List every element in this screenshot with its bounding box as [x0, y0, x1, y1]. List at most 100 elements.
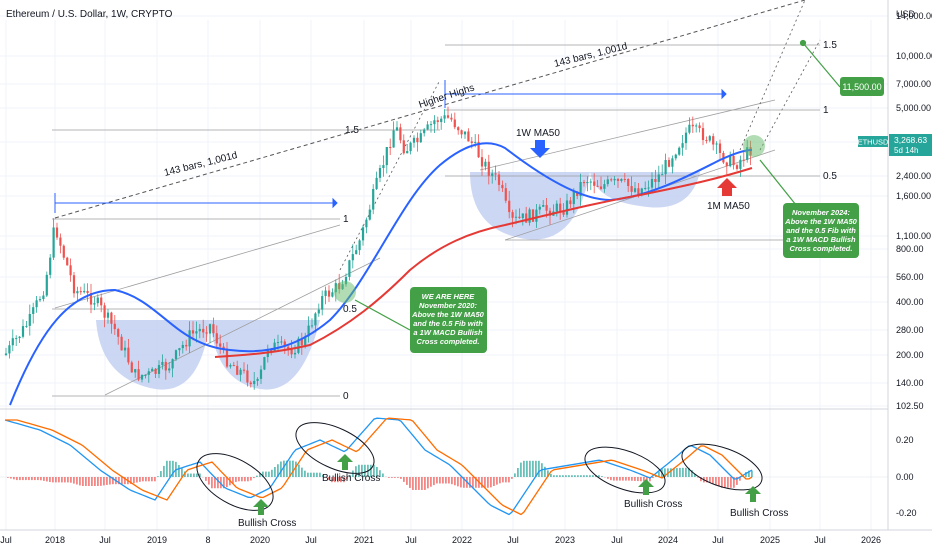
time-tick-label: Jul: [814, 535, 826, 545]
macd-bar: [652, 477, 654, 479]
candle-body: [276, 342, 280, 344]
macd-bar: [610, 477, 612, 481]
macd-bar: [181, 468, 183, 477]
candle-body: [406, 151, 409, 154]
candle-body: [460, 130, 463, 135]
time-tick-label: 2023: [555, 535, 575, 545]
macd-bar: [718, 477, 720, 487]
macd-bar: [208, 477, 210, 485]
macd-bar: [403, 477, 405, 482]
price-tick-label: 1,100.00: [896, 231, 931, 241]
macd-bar: [565, 475, 567, 477]
candle-body: [627, 179, 630, 187]
macd-bar: [457, 477, 459, 487]
macd-bar: [637, 477, 639, 482]
candle-body: [174, 350, 178, 360]
box-2020-line: WE ARE HERE: [422, 292, 476, 301]
macd-bar: [154, 477, 156, 482]
candle-body: [684, 132, 688, 144]
macd-bar: [739, 477, 741, 481]
macd-bar: [187, 473, 189, 477]
candle-body: [491, 173, 494, 176]
macd-bar: [481, 477, 483, 488]
callout-box-2024: November 2024: Above the 1W MA50 and the…: [783, 203, 859, 258]
macd-bar: [370, 464, 372, 477]
macd-bar: [88, 477, 90, 486]
candle-body: [11, 338, 14, 346]
macd-bar: [415, 477, 417, 490]
box-2020-line: and the 0.5 Fib with: [413, 319, 483, 328]
price-tick-label: 280.00: [896, 325, 924, 335]
macd-bar: [574, 475, 576, 477]
macd-bar: [70, 477, 72, 483]
macd-bar: [490, 477, 492, 488]
macd-bar: [508, 477, 510, 483]
candle-body: [8, 345, 11, 354]
candle-body: [219, 343, 222, 347]
candle-body: [297, 338, 300, 353]
macd-bar: [331, 477, 333, 483]
macd-bar: [439, 477, 441, 484]
time-tick-label: Jul: [507, 535, 519, 545]
macd-bar: [601, 476, 603, 477]
box-2020-line: Cross completed.: [417, 337, 480, 346]
candle-body: [426, 124, 429, 130]
candle-body: [436, 120, 439, 123]
macd-bar: [346, 477, 348, 480]
candle-body: [28, 313, 31, 326]
time-tick-label: 2019: [147, 535, 167, 545]
macd-bar: [106, 477, 108, 485]
bullish-cross-label: Bullish Cross: [322, 473, 380, 484]
candle-body: [263, 357, 266, 370]
macd-bar: [379, 470, 381, 477]
candle-body: [79, 291, 82, 293]
bullish-cross-label: Bullish Cross: [730, 508, 788, 519]
macd-bar: [745, 472, 747, 477]
macd-bar: [139, 477, 141, 482]
price-tick-label: 10,000.00: [896, 51, 932, 61]
macd-bar: [79, 477, 81, 486]
price-axis[interactable]: [888, 0, 932, 550]
macd-bar: [622, 477, 624, 481]
macd-bar: [223, 477, 225, 489]
macd-bar: [304, 470, 306, 477]
candle-body: [630, 186, 633, 192]
macd-bar: [592, 475, 594, 477]
macd-line: [4, 417, 753, 516]
ma50-arrow: [530, 140, 550, 158]
macd-bar: [76, 477, 78, 485]
macd-bar: [214, 477, 216, 489]
macd-bar: [607, 477, 609, 479]
macd-bar: [397, 477, 399, 478]
candle-body: [480, 157, 484, 167]
candle-body: [712, 136, 715, 145]
time-axis[interactable]: Jul 2018 Jul 2019 8 2020 Jul 2021 Jul 2022 Jul 2023…: [0, 535, 881, 545]
macd-bar: [751, 470, 753, 477]
candle-body: [443, 115, 446, 119]
candle-body: [307, 325, 310, 337]
ma50-line: [9, 142, 753, 406]
macd-bar: [526, 460, 528, 477]
macd-bar: [169, 460, 171, 477]
fib-label: 1.5: [345, 125, 359, 136]
macd-bar: [409, 477, 411, 488]
candle-body: [348, 260, 351, 277]
candle-body: [42, 295, 45, 300]
macd-bar: [646, 477, 648, 482]
candle-body: [664, 160, 667, 175]
fib-label: 1: [823, 105, 829, 116]
macd-bar: [13, 477, 15, 480]
price-tick-label: 5,000.00: [896, 103, 931, 113]
macd-bar: [523, 460, 525, 477]
macd-bar: [271, 469, 273, 477]
macd-bar: [451, 477, 453, 485]
candle-body: [715, 143, 718, 145]
candle-body: [385, 146, 388, 166]
macd-bar: [580, 475, 582, 477]
macd-bar: [634, 477, 636, 481]
candle-body: [83, 290, 86, 293]
candle-body: [470, 141, 473, 143]
candle-body: [222, 346, 225, 349]
macd-bar: [544, 466, 546, 477]
